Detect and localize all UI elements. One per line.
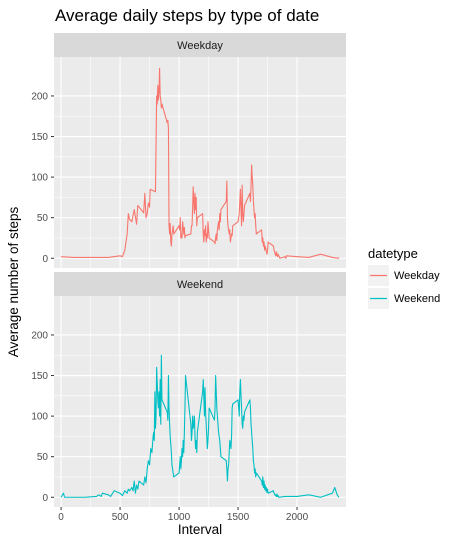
facet-panel-weekday: [54, 57, 346, 268]
legend: datetype Weekday Weekend: [368, 246, 440, 309]
x-tick-label: 1500: [227, 512, 250, 523]
facet-strip-label-weekend: Weekend: [177, 279, 223, 291]
y-tick-label-weekday: 150: [31, 132, 48, 143]
legend-label-weekend: Weekend: [394, 293, 440, 305]
y-tick-label-weekend: 50: [37, 452, 49, 463]
x-axis-title: Interval: [178, 522, 222, 537]
y-tick-label-weekday: 50: [37, 213, 49, 224]
legend-label-weekday: Weekday: [394, 270, 440, 282]
y-tick-label-weekday: 100: [31, 173, 48, 184]
chart-title: Average daily steps by type of date: [55, 6, 319, 25]
x-tick-label: 2000: [286, 512, 309, 523]
y-tick-label-weekend: 150: [31, 371, 48, 382]
facet-panel-weekend: [54, 296, 346, 507]
y-tick-label-weekend: 0: [42, 493, 48, 504]
facet-weekday: Weekday 0 50 100 150 200: [31, 33, 346, 268]
x-tick-label: 500: [112, 512, 129, 523]
legend-title: datetype: [368, 246, 418, 261]
x-tick-label: 0: [58, 512, 64, 523]
y-tick-label-weekend: 200: [31, 330, 48, 341]
y-axis-title: Average number of steps: [6, 206, 21, 357]
y-tick-label-weekday: 200: [31, 91, 48, 102]
y-tick-label-weekday: 0: [42, 254, 48, 265]
facet-strip-label-weekday: Weekday: [177, 40, 223, 52]
y-tick-label-weekend: 100: [31, 412, 48, 423]
